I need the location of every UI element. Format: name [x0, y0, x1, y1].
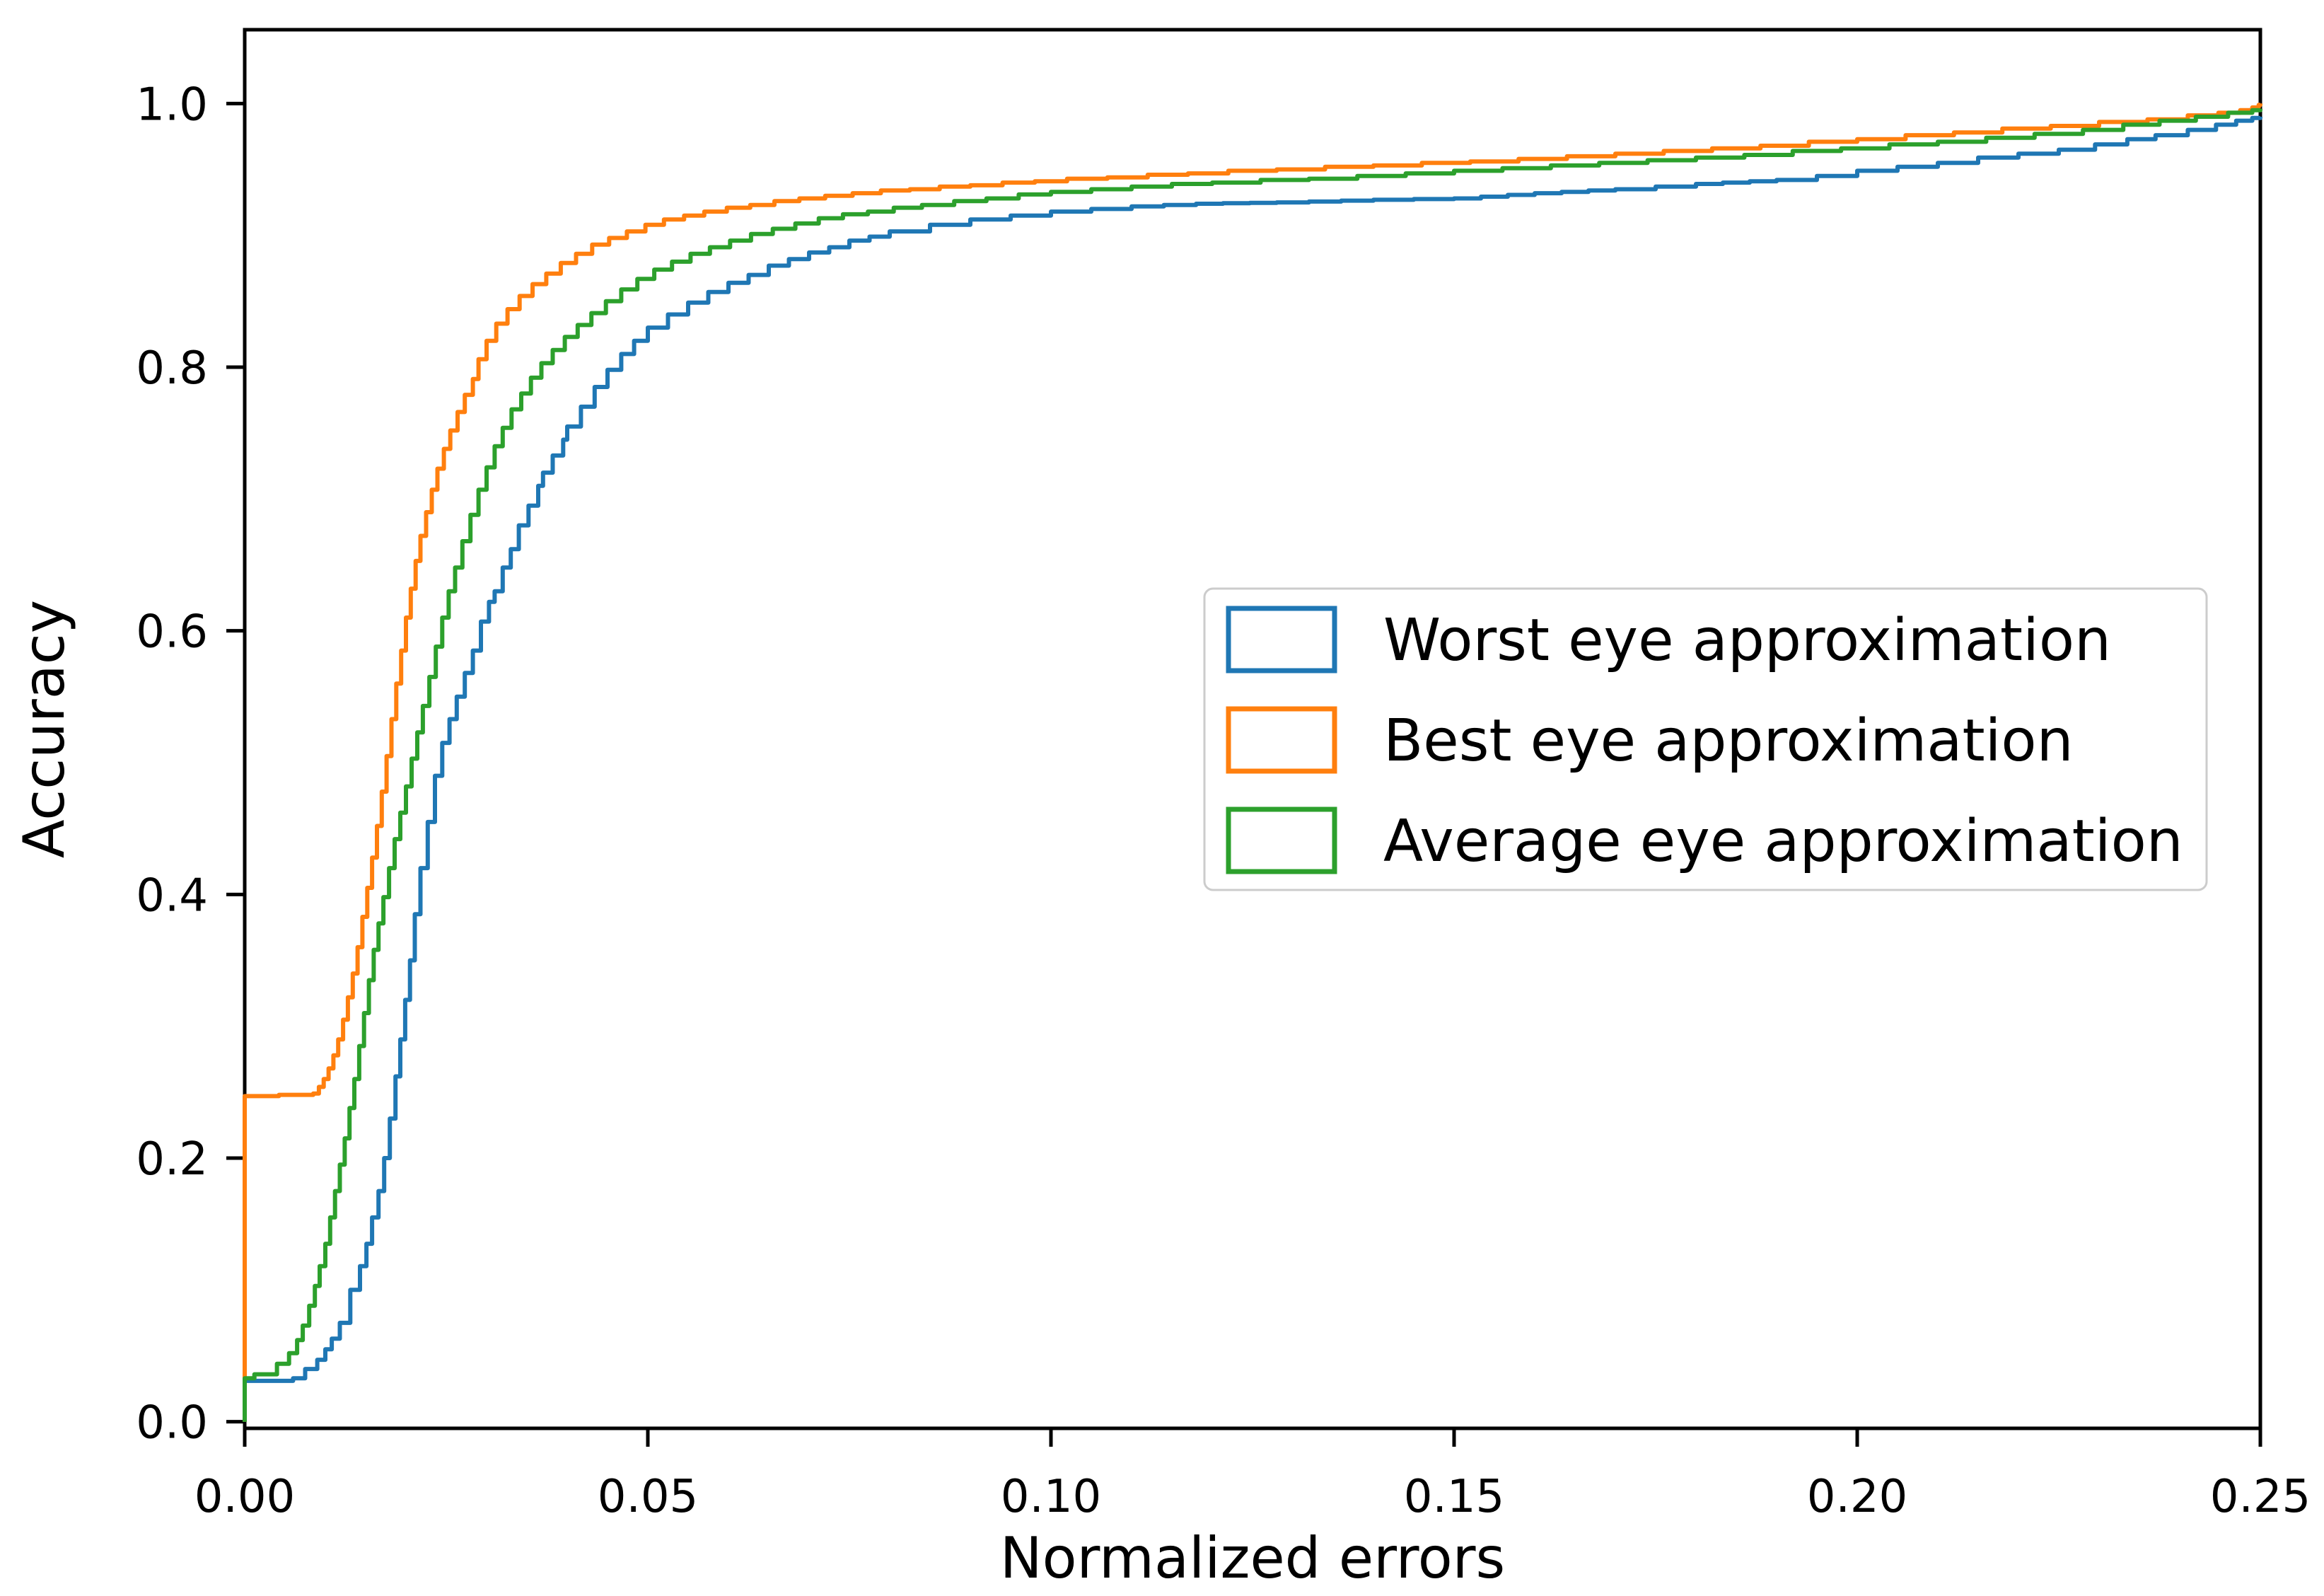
legend-item-label: Best eye approximation	[1383, 707, 2074, 775]
x-tick-label: 0.00	[194, 1471, 296, 1523]
legend-item: Worst eye approximation	[1226, 606, 2111, 674]
legend-item: Average eye approximation	[1226, 806, 2183, 875]
y-tick-label: 0.0	[136, 1397, 208, 1450]
series-line-0	[243, 115, 2262, 1422]
y-tick-label: 0.2	[136, 1133, 208, 1186]
x-tick-label: 0.15	[1404, 1471, 1505, 1523]
legend-item: Best eye approximation	[1226, 706, 2074, 775]
y-tick-label: 1.0	[136, 79, 208, 131]
legend-swatch-icon	[1226, 606, 1337, 673]
y-axis: 0.0 0.2 0.4 0.6 0.8 1.0	[136, 79, 245, 1450]
y-axis-label: Accuracy	[11, 600, 77, 858]
plot-frame-rect	[243, 28, 2262, 1430]
y-tick-label: 0.6	[136, 606, 208, 659]
y-tick-label: 0.4	[136, 869, 208, 922]
plot-area	[243, 28, 2262, 1430]
legend-item-label: Average eye approximation	[1383, 808, 2183, 875]
series-group	[243, 103, 2262, 1422]
legend-frame	[1203, 587, 2208, 891]
x-axis-label: Normalized errors	[1000, 1525, 1505, 1591]
x-tick-label: 0.25	[2210, 1471, 2311, 1523]
legend-item-label: Worst eye approximation	[1383, 607, 2111, 674]
series-line-1	[243, 103, 2262, 1422]
legend-swatch-icon	[1226, 806, 1337, 874]
x-axis: 0.00 0.05 0.10 0.15 0.20 0.25	[194, 1428, 2311, 1523]
x-tick-label: 0.05	[598, 1471, 699, 1523]
x-tick-label: 0.20	[1807, 1471, 1908, 1523]
series-line-2	[243, 108, 2262, 1422]
y-tick-label: 0.8	[136, 342, 208, 395]
legend-box: Worst eye approximation Best eye approxim…	[1203, 587, 2208, 891]
x-tick-label: 0.10	[1001, 1471, 1102, 1523]
legend-swatch-icon	[1226, 706, 1337, 774]
